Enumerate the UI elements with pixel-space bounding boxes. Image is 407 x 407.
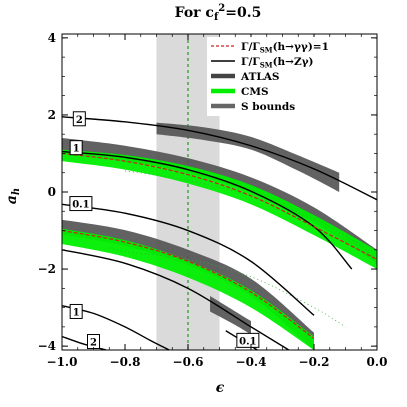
- y-tick-label-4: 4: [48, 31, 56, 45]
- green-dotted-curve-0: [124, 170, 377, 266]
- curve-label-2: 0.1: [69, 196, 93, 212]
- cms-band-0: [62, 149, 377, 270]
- title-sub: f: [214, 12, 219, 23]
- title-sup: 2: [218, 3, 225, 14]
- legend-item-2: ATLAS: [211, 71, 280, 83]
- legend-label-3: CMS: [241, 86, 269, 98]
- curve-label-6: 0.1: [236, 332, 260, 348]
- curve-labels-layer: 2 1 0.1 1 2 0.1: [69, 111, 260, 350]
- y-tick-label-0: −4: [38, 339, 56, 353]
- atlas-band-0: [62, 138, 377, 264]
- z-gamma-curve-2: [62, 203, 315, 316]
- y-tick-label-1: −2: [38, 262, 56, 276]
- atlas-band-3: [156, 122, 340, 192]
- z-gamma-curve-4: [62, 305, 170, 350]
- x-tick-label-4: −0.2: [299, 355, 330, 369]
- title-prefix: For c: [175, 5, 214, 21]
- dotted-layer: [109, 170, 377, 328]
- z-gamma-curve-0: [62, 116, 377, 201]
- curve-label-text-5: 2: [90, 338, 97, 349]
- legend-item-4: S bounds: [211, 101, 295, 113]
- curve-label-text-1: 1: [73, 144, 80, 155]
- chart-title: For cf2=0.5: [175, 3, 262, 23]
- legend-label-1: Γ/ΓSM(h→Zγ): [241, 56, 314, 70]
- curve-label-text-4: 1: [73, 307, 80, 318]
- y-axis-label-sub: h: [11, 188, 22, 195]
- bands-layer: [62, 122, 377, 350]
- z-gamma-curve-5: [62, 335, 107, 350]
- curve-label-5: 2: [87, 334, 100, 350]
- z-gamma-curve-3: [62, 249, 290, 350]
- plot-area: [62, 34, 377, 350]
- curve-label-4: 1: [69, 303, 83, 319]
- atlas-band-2: [210, 296, 251, 335]
- legend-item-0: Γ/ΓSM(h→γγ)=1: [211, 41, 329, 55]
- x-tick-label-1: −0.8: [110, 355, 141, 369]
- curve-label-1: 1: [69, 140, 83, 156]
- x-tick-label-0: −1.0: [47, 355, 78, 369]
- legend-label-4: S bounds: [241, 101, 295, 113]
- y-axis-label: ah: [4, 188, 22, 204]
- x-axis-label: ϵ: [216, 380, 225, 396]
- cms-band-1: [62, 228, 314, 350]
- y-axis-label-main: a: [4, 195, 20, 204]
- x-tick-label-2: −0.6: [173, 355, 204, 369]
- legend-item-3: CMS: [211, 86, 269, 98]
- curve-label-text-2: 0.1: [72, 200, 89, 211]
- x-tick-label-5: 0.0: [367, 355, 388, 369]
- axes-ticks: −1.0 −0.8 −0.6 −0.4 −0.2 0.0 −4 −2 0 2 4: [38, 31, 388, 369]
- legend-label-0: Γ/ΓSM(h→γγ)=1: [241, 41, 329, 55]
- curve-label-0: 2: [72, 111, 86, 127]
- x-tick-label-3: −0.4: [236, 355, 267, 369]
- y-tick-label-3: 2: [48, 108, 56, 122]
- legend-item-1: Γ/ΓSM(h→Zγ): [211, 56, 314, 70]
- legend-label-2: ATLAS: [240, 71, 280, 83]
- title-suffix: =0.5: [225, 5, 261, 21]
- curve-label-text-0: 2: [76, 115, 83, 126]
- gamma-gamma-curve-1: [62, 229, 315, 339]
- gamma-gamma-curve-0: [62, 152, 377, 260]
- curve-label-text-6: 0.1: [239, 336, 256, 347]
- legend: Γ/ΓSM(h→γγ)=1Γ/ΓSM(h→Zγ)ATLAS CMS S bounds: [207, 37, 369, 116]
- y-tick-label-2: 0: [48, 185, 56, 199]
